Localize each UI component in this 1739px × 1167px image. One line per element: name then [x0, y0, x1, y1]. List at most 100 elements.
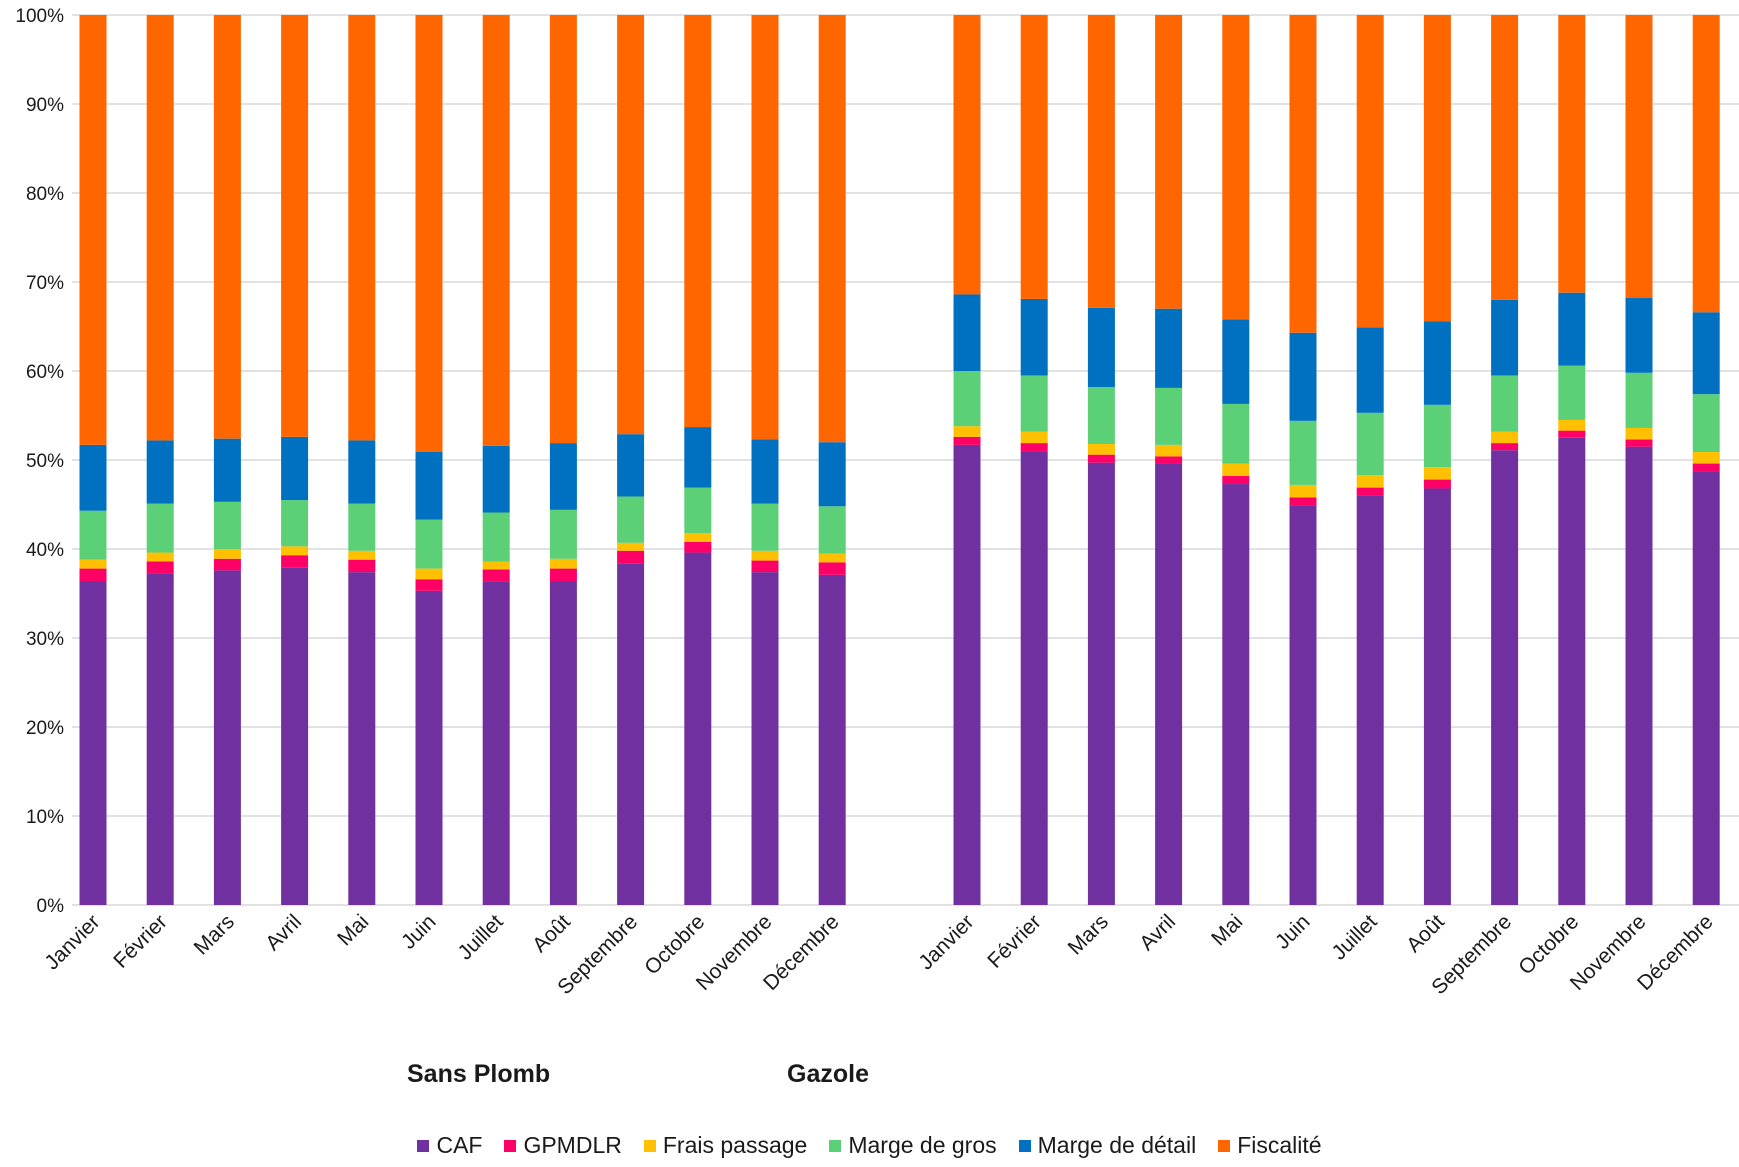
bar-segment: [617, 542, 645, 551]
legend-swatch: [643, 1139, 656, 1152]
bar-segment: [1222, 463, 1250, 477]
legend-item: Fiscalité: [1218, 1132, 1322, 1159]
bar-segment: [348, 572, 376, 905]
bar-segment: [1692, 15, 1720, 313]
x-tick-label: Mai: [1207, 910, 1247, 950]
bar-segment: [482, 512, 510, 562]
bar-segment: [415, 590, 443, 905]
bar-segment: [1692, 312, 1720, 395]
x-tick-label: Avril: [261, 910, 306, 955]
bar-segment: [1491, 450, 1519, 905]
bar-segment: [1020, 298, 1048, 376]
bar-segment: [281, 436, 309, 501]
bar-segment: [751, 560, 779, 573]
bar-segment: [1289, 505, 1317, 905]
bar-segment: [818, 553, 846, 563]
bar-segment: [1356, 412, 1384, 476]
y-tick-label: 80%: [26, 184, 64, 205]
bar-segment: [1558, 15, 1586, 293]
bar-segment: [348, 550, 376, 560]
bar-segment: [1222, 476, 1250, 485]
bar-segment: [1087, 15, 1115, 308]
bar-segment: [549, 581, 577, 905]
bar-segment: [146, 15, 174, 441]
legend-swatch: [504, 1139, 517, 1152]
bar-segment: [1020, 451, 1048, 905]
group-label-gazole: Gazole: [787, 1060, 869, 1088]
bar-segment: [549, 568, 577, 582]
bar-segment: [281, 567, 309, 905]
bar-segment: [617, 550, 645, 564]
bar-segment: [415, 568, 443, 580]
y-tick-label: 20%: [26, 718, 64, 739]
bar-segment: [1020, 431, 1048, 444]
legend-item: Marge de détail: [1018, 1132, 1196, 1159]
legend-swatch: [829, 1139, 842, 1152]
x-tick-label: Mars: [190, 910, 239, 959]
chart-legend: CAF GPMDLR Frais passage Marge de gros Marge…: [0, 1132, 1739, 1159]
bar-segment: [684, 552, 712, 905]
bar-segment: [79, 510, 107, 560]
chart-plot: 0% 10% 20% 30% 40% 50% 60% 70% 80% 90% 100% Janvier…: [15, 6, 1739, 999]
bar-segment: [1155, 308, 1183, 388]
bar-segment: [1289, 497, 1317, 506]
bar-segment: [415, 579, 443, 591]
bar-segment: [751, 439, 779, 504]
bar-segment: [1692, 463, 1720, 472]
bar-segment: [1356, 327, 1384, 413]
bar-segment: [1491, 443, 1519, 451]
bar-segment: [1692, 394, 1720, 452]
bar-segment: [348, 440, 376, 504]
bar-segment: [953, 426, 981, 437]
x-tick-label: Août: [1402, 910, 1449, 957]
bar-segment: [79, 568, 107, 582]
legend-item: GPMDLR: [504, 1132, 622, 1159]
bar-segment: [1155, 387, 1183, 445]
y-tick-label: 90%: [26, 95, 64, 116]
bar-segment: [1222, 403, 1250, 464]
x-tick-label: Juin: [397, 910, 441, 954]
bar-segment: [1423, 404, 1451, 468]
bar-segment: [348, 559, 376, 573]
bar-segment: [684, 532, 712, 542]
y-tick-label: 50%: [26, 451, 64, 472]
legend-label: Fiscalité: [1237, 1132, 1322, 1158]
bar-segment: [751, 15, 779, 440]
bar-segment: [79, 444, 107, 511]
bar-segment: [281, 500, 309, 547]
bar-segment: [482, 445, 510, 513]
bar-segment: [1087, 462, 1115, 905]
bar-segment: [146, 561, 174, 574]
bar-segment: [684, 541, 712, 553]
bar-segment: [953, 294, 981, 371]
bar-segment: [281, 546, 309, 556]
bar-segment: [549, 558, 577, 569]
bar-segment: [818, 506, 846, 554]
bar-segment: [1692, 471, 1720, 905]
bar-segment: [146, 552, 174, 562]
bar-segment: [482, 581, 510, 905]
legend-item: Marge de gros: [829, 1132, 997, 1159]
x-tick-label: Janvier: [914, 910, 978, 974]
legend-swatch: [1018, 1139, 1031, 1152]
bar-segment: [549, 15, 577, 444]
bar-segment: [1155, 444, 1183, 457]
bar-segment: [281, 555, 309, 568]
bar-segment: [1423, 15, 1451, 322]
bar-segment: [1155, 456, 1183, 464]
bar-segment: [1491, 375, 1519, 432]
bar-segment: [1356, 495, 1384, 905]
bar-segment: [1625, 427, 1653, 440]
bar-segment: [549, 443, 577, 510]
bar-segment: [617, 15, 645, 435]
bar-segment: [684, 487, 712, 533]
legend-swatch: [417, 1139, 430, 1152]
bar-segment: [1222, 484, 1250, 905]
bar-segment: [1423, 467, 1451, 480]
bar-segment: [617, 434, 645, 497]
y-tick-label: 60%: [26, 362, 64, 383]
bar-segment: [1491, 299, 1519, 376]
bar-segment: [1155, 463, 1183, 905]
x-tick-label: Août: [528, 910, 575, 957]
bar-segment: [281, 15, 309, 437]
